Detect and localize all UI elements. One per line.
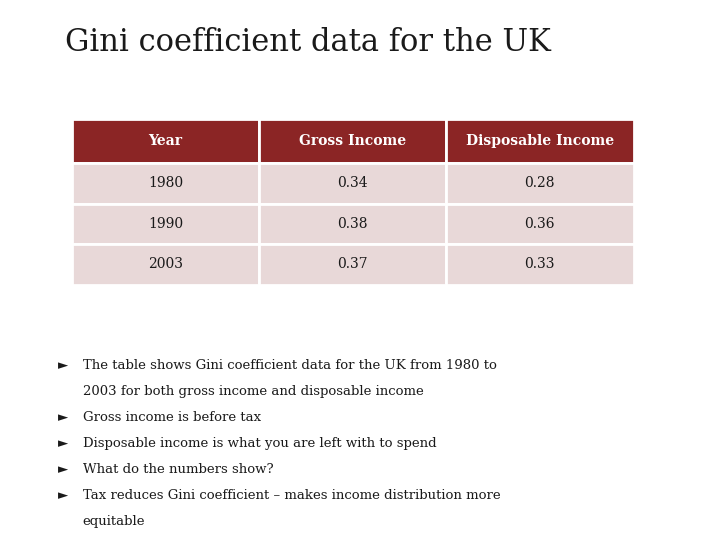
Text: 0.37: 0.37 [337,258,368,271]
FancyBboxPatch shape [259,244,446,285]
Text: The table shows Gini coefficient data for the UK from 1980 to: The table shows Gini coefficient data fo… [83,359,497,372]
Text: Tax reduces Gini coefficient – makes income distribution more: Tax reduces Gini coefficient – makes inc… [83,489,500,502]
Text: Gross Income: Gross Income [299,134,406,148]
Text: 2003: 2003 [148,258,183,271]
Text: ►: ► [58,489,68,502]
Text: Gini coefficient data for the UK: Gini coefficient data for the UK [65,27,551,58]
FancyBboxPatch shape [446,163,634,204]
Text: Year: Year [148,134,182,148]
FancyBboxPatch shape [259,119,446,163]
FancyBboxPatch shape [259,163,446,204]
FancyBboxPatch shape [259,204,446,244]
Text: ►: ► [58,463,68,476]
Text: 1990: 1990 [148,217,183,231]
FancyBboxPatch shape [72,119,259,163]
FancyBboxPatch shape [72,204,259,244]
Text: ►: ► [58,437,68,450]
FancyBboxPatch shape [72,244,259,285]
Text: 1980: 1980 [148,177,183,190]
Text: 2003 for both gross income and disposable income: 2003 for both gross income and disposabl… [83,385,423,398]
Text: ►: ► [58,359,68,372]
Text: 0.33: 0.33 [525,258,555,271]
FancyBboxPatch shape [446,204,634,244]
Text: 0.34: 0.34 [337,177,368,190]
Text: ►: ► [58,411,68,424]
Text: Disposable income is what you are left with to spend: Disposable income is what you are left w… [83,437,436,450]
Text: 0.38: 0.38 [337,217,368,231]
FancyBboxPatch shape [446,119,634,163]
Text: 0.36: 0.36 [525,217,555,231]
Text: Disposable Income: Disposable Income [466,134,614,148]
FancyBboxPatch shape [72,163,259,204]
Text: Gross income is before tax: Gross income is before tax [83,411,261,424]
Text: What do the numbers show?: What do the numbers show? [83,463,274,476]
Text: equitable: equitable [83,515,145,528]
Text: 0.28: 0.28 [525,177,555,190]
FancyBboxPatch shape [446,244,634,285]
